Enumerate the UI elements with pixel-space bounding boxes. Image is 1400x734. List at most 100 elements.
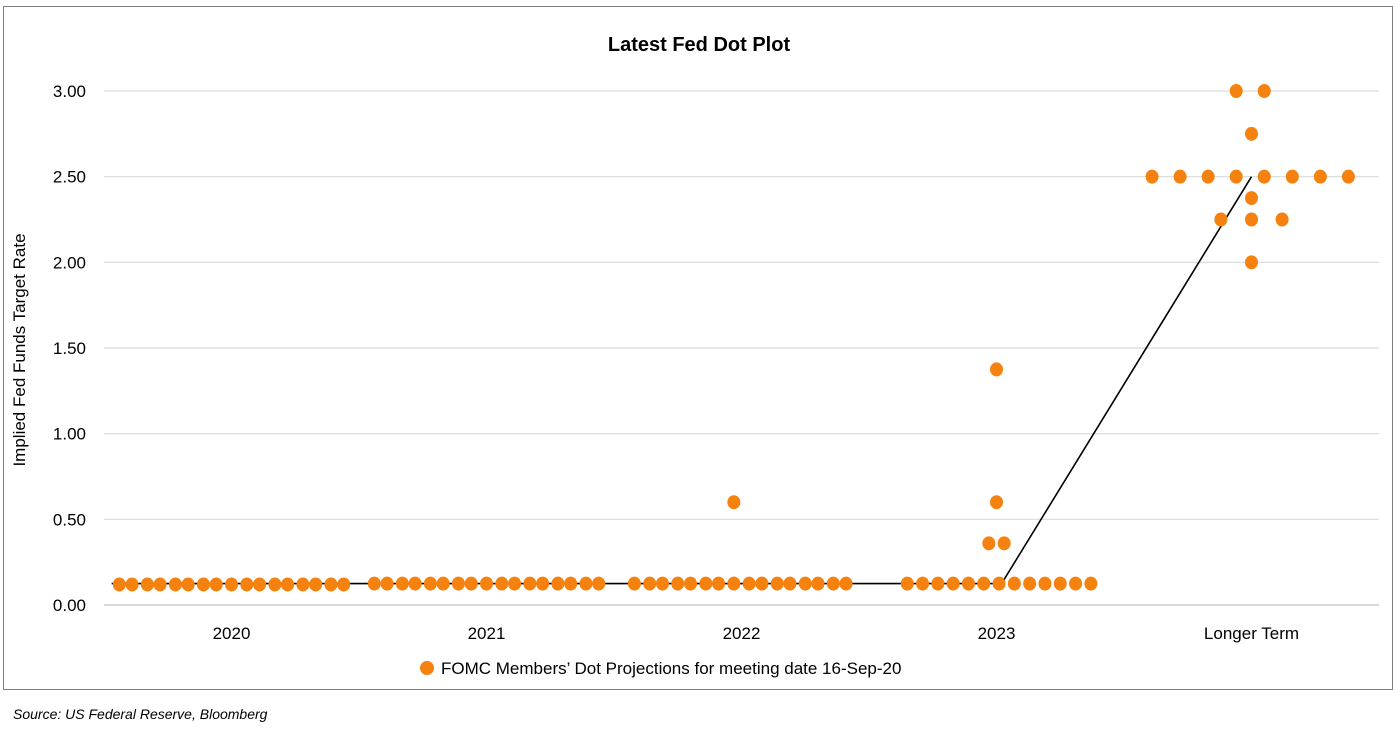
dot-point	[140, 577, 154, 592]
dot-point	[727, 576, 741, 591]
dot-point	[281, 577, 295, 592]
dot-point	[1229, 84, 1243, 98]
dot-point	[296, 577, 310, 592]
y-tick-label: 2.00	[53, 253, 86, 272]
dot-point	[508, 576, 522, 591]
dot-point	[309, 577, 323, 592]
dot-point	[699, 576, 713, 591]
y-axis-label: Implied Fed Funds Target Rate	[10, 233, 29, 466]
dot-point	[495, 576, 509, 591]
dot-point	[643, 576, 657, 591]
median-line	[111, 176, 1253, 585]
dot-point	[551, 576, 565, 591]
x-tick-label: 2022	[723, 624, 761, 643]
dot-point	[997, 536, 1011, 551]
dot-point	[367, 576, 381, 591]
dot-point	[168, 577, 182, 592]
dot-point	[125, 577, 139, 592]
dot-point	[742, 576, 756, 591]
y-tick-labels: 0.00 0.50 1.00 1.50 2.00 2.50 3.00	[53, 82, 86, 615]
dot-point	[1084, 576, 1098, 591]
dot-point	[1245, 191, 1258, 206]
dot-point	[990, 495, 1003, 510]
dot-point	[1214, 212, 1228, 227]
chart-title: Latest Fed Dot Plot	[608, 34, 791, 56]
legend: FOMC Members’ Dot Projections for meetin…	[420, 659, 901, 678]
y-tick-label: 1.50	[53, 339, 86, 358]
dot-point	[811, 576, 825, 591]
dot-point	[627, 576, 641, 591]
dot-point	[523, 576, 537, 591]
dot-point	[1275, 212, 1289, 227]
dot-point	[1023, 576, 1037, 591]
dot-point	[1245, 255, 1258, 270]
dot-point	[1285, 169, 1299, 184]
dot-point	[579, 576, 593, 591]
x-tick-label: Longer Term	[1204, 624, 1299, 643]
dot-point	[1341, 169, 1355, 184]
dot-plot-chart: Latest Fed Dot Plot 0.00 0.50 1.00 1.50 2.00…	[10, 34, 1379, 678]
dot-point	[253, 577, 267, 592]
dot-point	[1257, 84, 1271, 98]
dot-point	[1257, 169, 1271, 184]
dot-point	[783, 576, 797, 591]
dot-point	[671, 576, 685, 591]
dot-point	[900, 576, 914, 591]
x-tick-label: 2020	[213, 624, 251, 643]
dot-point	[464, 576, 478, 591]
dot-point	[982, 536, 996, 551]
gridlines	[104, 90, 1379, 606]
dot-point	[977, 576, 991, 591]
x-tick-label: 2021	[468, 624, 506, 643]
dot-point	[826, 576, 840, 591]
dot-point	[225, 577, 238, 592]
dot-point	[1069, 576, 1083, 591]
dot-point	[755, 576, 769, 591]
chart-frame: Latest Fed Dot Plot 0.00 0.50 1.00 1.50 2.00…	[3, 6, 1393, 690]
dot-point	[946, 576, 960, 591]
dot-point	[153, 577, 167, 592]
dot-point	[112, 577, 126, 592]
dot-point	[916, 576, 930, 591]
dot-point	[727, 495, 741, 510]
dot-point	[436, 576, 450, 591]
dot-point	[423, 576, 437, 591]
dot-point	[1229, 169, 1243, 184]
dot-point	[592, 576, 606, 591]
y-tick-label: 0.50	[53, 510, 86, 529]
dot-point	[480, 576, 493, 591]
dot-point	[992, 576, 1006, 591]
dot-point	[1201, 169, 1215, 184]
dot-point	[1145, 169, 1159, 184]
dot-point	[337, 577, 351, 592]
y-tick-label: 1.00	[53, 425, 86, 444]
dot-point	[1173, 169, 1187, 184]
dot-point	[1313, 169, 1327, 184]
dot-point	[770, 576, 784, 591]
dot-point	[536, 576, 550, 591]
dot-point	[395, 576, 409, 591]
dot-point	[268, 577, 282, 592]
dot-point	[990, 362, 1003, 377]
dot-point	[961, 576, 975, 591]
dot-point	[931, 576, 945, 591]
legend-marker	[420, 661, 434, 675]
dot-point	[684, 576, 697, 591]
dot-point	[1245, 212, 1258, 227]
dot-point	[655, 576, 669, 591]
x-tick-labels: 2020 2021 2022 2023 Longer Term	[213, 624, 1299, 643]
dot-point	[1007, 576, 1021, 591]
dot-point	[196, 577, 210, 592]
dot-point	[1038, 576, 1052, 591]
dot-point	[324, 577, 338, 592]
y-tick-label: 2.50	[53, 168, 86, 187]
legend-label: FOMC Members’ Dot Projections for meetin…	[441, 659, 901, 678]
dot-point	[380, 576, 394, 591]
dot-point	[408, 576, 422, 591]
dot-point	[712, 576, 726, 591]
dot-point	[1245, 126, 1258, 141]
y-tick-label: 3.00	[53, 82, 86, 101]
dot-point	[240, 577, 254, 592]
dot-point	[451, 576, 465, 591]
dot-point	[181, 577, 195, 592]
